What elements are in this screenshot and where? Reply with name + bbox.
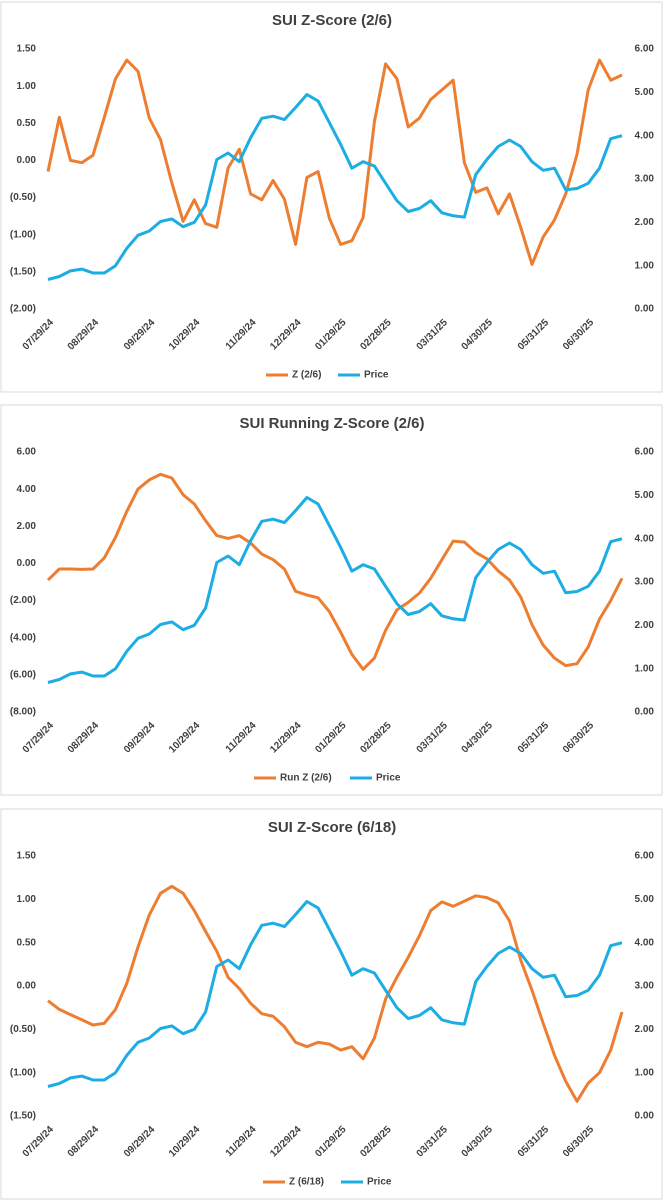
- legend-label: Z (2/6): [292, 370, 321, 381]
- chart: SUI Z-Score (6/18) 1.50 1.00 0.50 0.00 (0.50)…: [0, 808, 663, 1200]
- chart-title: SUI Z-Score (6/18): [268, 819, 396, 836]
- y2-tick-label: 5.00: [635, 894, 655, 905]
- legend-label: Run Z (2/6): [280, 773, 332, 784]
- y-tick-label: 0.00: [17, 558, 37, 569]
- series-line: [47, 496, 623, 684]
- y-tick-label: 0.50: [17, 937, 37, 948]
- y-tick-label: (0.50): [10, 1024, 36, 1035]
- y2-tick-label: 4.00: [635, 533, 655, 544]
- legend-label: Z (6/18): [289, 1177, 324, 1188]
- y2-tick-label: 4.00: [635, 130, 655, 141]
- y2-tick-label: 1.00: [635, 260, 655, 271]
- y2-tick-label: 3.00: [635, 577, 655, 588]
- y-tick-label: 0.00: [17, 981, 37, 992]
- y2-tick-label: 5.00: [635, 490, 655, 501]
- y-tick-label: (4.00): [10, 632, 36, 643]
- y-tick-label: (1.50): [10, 1111, 36, 1122]
- y2-tick-label: 1.00: [635, 1067, 655, 1078]
- y2-tick-label: 2.00: [635, 217, 655, 228]
- y2-tick-label: 3.00: [635, 981, 655, 992]
- y-tick-label: (6.00): [10, 669, 36, 680]
- y-tick-label: (1.00): [10, 229, 36, 240]
- y2-tick-label: 2.00: [635, 620, 655, 631]
- legend-label: Price: [364, 370, 389, 381]
- y-tick-label: (1.00): [10, 1067, 36, 1078]
- chart: SUI Running Z-Score (2/6) 6.00 4.00 2.00 0.0…: [0, 404, 663, 796]
- series-line: [46, 472, 624, 671]
- y2-tick-label: 2.00: [635, 1024, 655, 1035]
- y-tick-label: 1.50: [17, 851, 37, 862]
- panel: [0, 1, 663, 393]
- y-tick-label: 6.00: [17, 447, 37, 458]
- legend-label: Price: [367, 1177, 392, 1188]
- y-tick-label: (1.50): [10, 266, 36, 277]
- y-tick-label: 0.50: [17, 118, 37, 129]
- chart-title: SUI Running Z-Score (2/6): [239, 415, 424, 432]
- y2-tick-label: 6.00: [635, 44, 655, 55]
- series-line: [47, 93, 623, 281]
- y-tick-label: 1.50: [17, 44, 37, 55]
- y-tick-label: 1.00: [17, 81, 37, 92]
- y2-tick-label: 3.00: [635, 174, 655, 185]
- y-tick-label: (0.50): [10, 192, 36, 203]
- y-tick-label: 4.00: [17, 484, 37, 495]
- y-tick-label: 2.00: [17, 521, 37, 532]
- panel: [0, 404, 663, 796]
- y-tick-label: (8.00): [10, 707, 36, 718]
- y2-tick-label: 5.00: [635, 87, 655, 98]
- series-line: [47, 884, 624, 1103]
- series-line: [47, 900, 623, 1088]
- series-line: [46, 58, 623, 266]
- y2-tick-label: 6.00: [635, 447, 655, 458]
- y2-tick-label: 0.00: [635, 707, 655, 718]
- y-tick-label: 1.00: [17, 894, 37, 905]
- panel: [0, 808, 663, 1200]
- y-tick-label: (2.00): [10, 304, 36, 315]
- y-tick-label: (2.00): [10, 595, 36, 606]
- y2-tick-label: 1.00: [635, 663, 655, 674]
- y2-tick-label: 6.00: [635, 851, 655, 862]
- legend-label: Price: [376, 773, 401, 784]
- y-tick-label: 0.00: [17, 155, 37, 166]
- y2-tick-label: 0.00: [635, 304, 655, 315]
- y2-tick-label: 4.00: [635, 937, 655, 948]
- chart-title: SUI Z-Score (2/6): [272, 12, 392, 29]
- chart: SUI Z-Score (2/6) 1.50 1.00 0.50 0.00 (0.50) (…: [0, 1, 663, 393]
- y2-tick-label: 0.00: [635, 1111, 655, 1122]
